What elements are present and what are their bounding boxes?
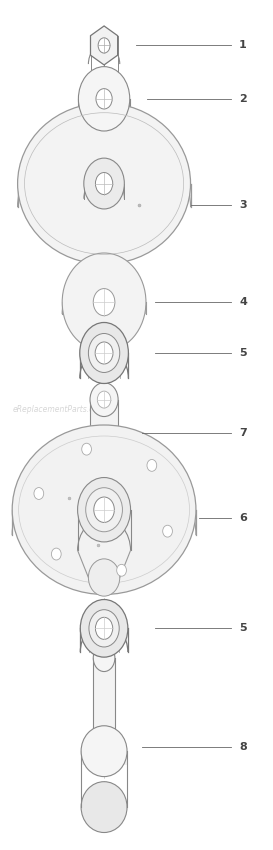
Ellipse shape: [88, 558, 120, 596]
Ellipse shape: [81, 782, 127, 832]
Ellipse shape: [84, 158, 124, 209]
Ellipse shape: [82, 443, 91, 455]
Ellipse shape: [86, 488, 123, 532]
Ellipse shape: [78, 78, 130, 143]
Ellipse shape: [78, 478, 130, 542]
Text: 6: 6: [239, 513, 247, 524]
Ellipse shape: [95, 342, 113, 364]
Text: 3: 3: [239, 200, 247, 210]
Polygon shape: [91, 26, 118, 65]
Ellipse shape: [147, 460, 157, 471]
Text: 8: 8: [239, 742, 247, 752]
Ellipse shape: [97, 391, 111, 408]
Bar: [81, 751, 127, 765]
Ellipse shape: [88, 333, 120, 372]
Text: 7: 7: [239, 428, 247, 439]
Bar: [90, 400, 118, 455]
Ellipse shape: [93, 738, 115, 765]
Bar: [93, 658, 115, 751]
Ellipse shape: [96, 100, 112, 121]
Ellipse shape: [12, 425, 196, 594]
Ellipse shape: [96, 173, 113, 195]
Ellipse shape: [89, 609, 119, 647]
Ellipse shape: [117, 564, 126, 576]
Ellipse shape: [98, 37, 110, 53]
Ellipse shape: [78, 66, 130, 131]
Ellipse shape: [51, 548, 61, 560]
Ellipse shape: [163, 525, 173, 537]
Ellipse shape: [90, 382, 118, 416]
Ellipse shape: [93, 289, 115, 315]
Text: 5: 5: [239, 623, 247, 633]
Ellipse shape: [17, 103, 191, 264]
Ellipse shape: [96, 617, 113, 639]
Ellipse shape: [80, 599, 128, 657]
Ellipse shape: [34, 488, 44, 500]
Polygon shape: [78, 551, 130, 577]
Text: 5: 5: [239, 348, 247, 358]
Text: 2: 2: [239, 94, 247, 104]
Ellipse shape: [90, 438, 118, 472]
Ellipse shape: [81, 726, 127, 777]
Ellipse shape: [96, 88, 112, 109]
Text: 1: 1: [239, 41, 247, 50]
Ellipse shape: [62, 253, 146, 351]
Ellipse shape: [94, 497, 114, 523]
Ellipse shape: [93, 644, 115, 672]
Text: eReplacementParts.com: eReplacementParts.com: [12, 405, 106, 414]
Ellipse shape: [80, 322, 128, 383]
Text: 4: 4: [239, 298, 247, 307]
